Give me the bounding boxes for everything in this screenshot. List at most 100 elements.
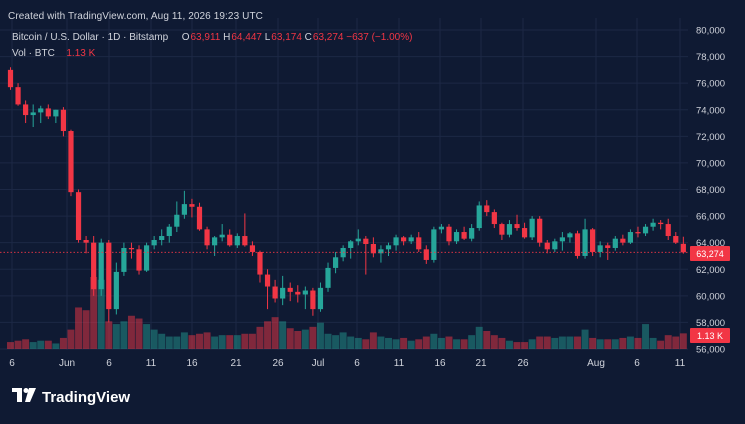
volume-bar bbox=[316, 322, 324, 349]
tradingview-logo-icon bbox=[12, 387, 36, 407]
candle-body bbox=[612, 238, 618, 248]
candle bbox=[45, 104, 51, 120]
x-axis: 6 Jun 6 11 16 21 26 Jul 6 11 16 21 26 Aug 6 11 bbox=[9, 358, 685, 369]
candle-body bbox=[189, 204, 195, 207]
volume-bar bbox=[90, 277, 98, 349]
candle-body bbox=[280, 287, 286, 299]
volume-bar bbox=[589, 337, 597, 349]
volume-bar bbox=[241, 333, 249, 349]
candle-body bbox=[98, 242, 104, 290]
candle-body bbox=[181, 204, 187, 215]
candle-body bbox=[332, 257, 339, 268]
candle-body bbox=[431, 229, 437, 260]
candle-body bbox=[461, 232, 467, 239]
x-tick-label: 6 bbox=[9, 358, 15, 369]
volume-bar bbox=[218, 335, 226, 349]
volume-bar bbox=[279, 321, 287, 349]
candle-body bbox=[196, 206, 203, 230]
candle bbox=[242, 213, 248, 247]
candle-body bbox=[60, 109, 67, 132]
x-tick-label: 6 bbox=[106, 358, 112, 369]
volume-bar bbox=[112, 324, 120, 349]
y-tick-label: 78,000 bbox=[696, 52, 725, 63]
x-tick-label: Aug bbox=[587, 358, 605, 369]
candle bbox=[559, 232, 565, 251]
volume-bar bbox=[407, 340, 415, 349]
y-tick-label: 62,000 bbox=[696, 265, 725, 276]
candle-body bbox=[325, 267, 331, 288]
volume-bar bbox=[619, 337, 627, 349]
volume-bar bbox=[294, 331, 302, 349]
candle bbox=[53, 109, 59, 124]
y-tick-label: 58,000 bbox=[696, 318, 725, 329]
candle-body bbox=[45, 108, 51, 117]
x-tick-label: 16 bbox=[186, 358, 198, 369]
candle-body bbox=[423, 249, 429, 260]
volume-bar bbox=[188, 335, 196, 349]
candle-body bbox=[204, 229, 210, 246]
candle-body bbox=[219, 234, 225, 238]
candle-body bbox=[537, 218, 543, 243]
volume-bar bbox=[158, 333, 166, 349]
y-tick-label: 64,000 bbox=[696, 238, 725, 249]
tradingview-brand: TradingView bbox=[12, 386, 130, 408]
candle-body bbox=[30, 112, 36, 116]
candle bbox=[484, 200, 490, 217]
candle-body bbox=[159, 236, 165, 241]
candle-body bbox=[310, 290, 316, 310]
volume-bar bbox=[453, 339, 461, 349]
candle-body bbox=[68, 131, 74, 193]
volume-bar bbox=[430, 333, 438, 349]
y-tick-label: 68,000 bbox=[696, 185, 725, 196]
volume-bars bbox=[7, 277, 687, 349]
candle bbox=[174, 201, 180, 233]
candle bbox=[537, 216, 543, 247]
x-tick-label: 21 bbox=[475, 358, 487, 369]
candle-body bbox=[83, 240, 89, 243]
volume-bar bbox=[256, 326, 264, 349]
volume-bar bbox=[59, 337, 67, 349]
y-tick-label: 74,000 bbox=[696, 105, 725, 116]
candle-body bbox=[438, 226, 445, 230]
volume-legend: Vol · BTC 1.13 K bbox=[12, 48, 95, 59]
candle-body bbox=[484, 205, 490, 213]
y-tick-label: 80,000 bbox=[696, 26, 725, 37]
open-label: O bbox=[181, 32, 190, 43]
candle bbox=[272, 279, 278, 303]
volume-bar bbox=[664, 335, 672, 349]
x-tick-label: Jul bbox=[312, 358, 325, 369]
volume-bar bbox=[626, 336, 634, 349]
candle bbox=[567, 232, 573, 243]
candle-body bbox=[446, 226, 452, 242]
candle-body bbox=[249, 245, 256, 252]
volume-bar bbox=[324, 333, 332, 349]
candle-body bbox=[408, 237, 414, 242]
candle-body bbox=[302, 290, 308, 295]
volume-bar bbox=[672, 336, 680, 349]
volume-bar bbox=[150, 329, 158, 349]
candle bbox=[212, 236, 218, 256]
candle bbox=[287, 282, 293, 302]
volume-bar bbox=[135, 318, 143, 349]
volume-bar bbox=[173, 336, 181, 349]
candle bbox=[491, 209, 497, 229]
candle-body bbox=[91, 242, 97, 290]
candle-body bbox=[295, 291, 301, 295]
volume-bar bbox=[286, 328, 294, 349]
volume-bar bbox=[460, 339, 468, 349]
candle bbox=[363, 236, 369, 275]
volume-bar bbox=[339, 332, 347, 349]
candle bbox=[650, 218, 656, 231]
candle bbox=[635, 226, 641, 238]
candle-body bbox=[166, 226, 172, 237]
candle bbox=[385, 242, 392, 256]
candle bbox=[431, 226, 437, 263]
candle bbox=[658, 220, 664, 230]
candle-body bbox=[143, 245, 150, 271]
candle bbox=[529, 216, 535, 241]
y-tick-label: 70,000 bbox=[696, 158, 725, 169]
volume-bar bbox=[37, 340, 45, 349]
candle bbox=[196, 202, 203, 231]
candle bbox=[574, 230, 581, 259]
